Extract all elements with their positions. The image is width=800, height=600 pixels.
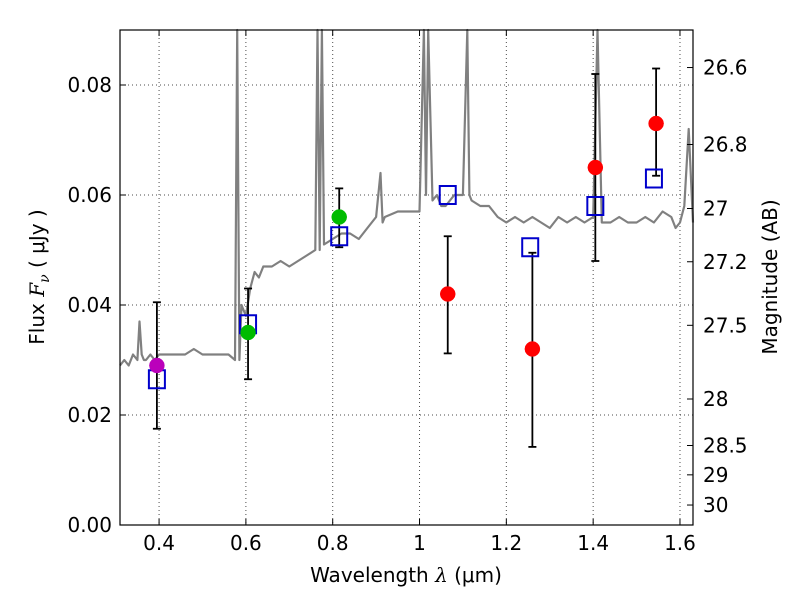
spectrum-line xyxy=(119,28,695,367)
observed-point-marker xyxy=(587,159,604,176)
x-axis-title-unit: (μm) xyxy=(448,563,502,587)
x-tick-label: 1.6 xyxy=(664,531,696,555)
y2-tick-label: 27.5 xyxy=(703,313,748,337)
x-axis-title-prefix: Wavelength xyxy=(310,563,435,587)
y-tick-label: 0.02 xyxy=(67,403,112,427)
x-axis-title-symbol: λ xyxy=(434,563,448,587)
model-square-marker xyxy=(644,168,663,189)
y2-tick-label: 26.8 xyxy=(703,132,748,156)
spectrum-layer xyxy=(119,28,695,367)
observed-point-marker xyxy=(240,324,256,341)
y2-axis-title: Magnitude (AB) xyxy=(758,199,782,354)
y2-tick-label: 27.2 xyxy=(703,250,748,274)
y2-tick-label: 29 xyxy=(703,463,728,487)
observed-point-marker xyxy=(331,209,347,225)
y2-tick-label: 28.5 xyxy=(703,434,748,458)
y-tick-label: 0.06 xyxy=(67,183,112,207)
x-tick-label: 0.6 xyxy=(230,531,262,555)
observed-point-marker xyxy=(524,341,541,357)
model-square-marker xyxy=(438,185,457,205)
y-axis-title-symbol: F xyxy=(25,282,49,298)
x-tick-label: 0.4 xyxy=(143,531,175,555)
y-tick-label: 0.08 xyxy=(67,73,112,97)
x-tick-label: 1.2 xyxy=(490,531,522,555)
errorbar-layer xyxy=(152,67,661,448)
x-tick-label: 1.4 xyxy=(577,531,609,555)
model-square-marker xyxy=(330,226,349,247)
y-tick-label: 0.00 xyxy=(67,513,112,537)
y2-tick-label: 30 xyxy=(703,493,728,517)
marker-layer xyxy=(147,115,664,390)
y-tick-label: 0.04 xyxy=(67,293,112,317)
y-axis-title-prefix: Flux xyxy=(25,297,49,345)
tick-layer: 0.4 0.6 0.8 1 1.2 1.4 1.6 0.00 0.02 0.04 0.06 0.08 2… xyxy=(67,30,748,555)
y-axis-title-unit: ( μJy ) xyxy=(25,209,49,274)
y2-tick-label: 28 xyxy=(703,387,728,411)
x-axis-title: Wavelength λ (μm) xyxy=(310,563,502,587)
y-axis-title: Flux Fν ( μJy ) xyxy=(25,209,53,344)
plot-frame xyxy=(119,29,694,526)
y2-tick-label: 27 xyxy=(703,197,728,221)
x-tick-label: 0.8 xyxy=(317,531,349,555)
model-square-marker xyxy=(586,196,605,216)
grid-lines xyxy=(120,30,693,525)
observed-point-marker xyxy=(648,115,664,132)
y-axis-title-subscript: ν xyxy=(37,274,53,283)
y2-tick-label: 26.6 xyxy=(703,56,748,80)
x-tick-label: 1 xyxy=(413,531,426,555)
model-square-marker xyxy=(521,237,540,258)
observed-point-marker xyxy=(149,357,165,374)
observed-point-marker xyxy=(439,286,456,302)
